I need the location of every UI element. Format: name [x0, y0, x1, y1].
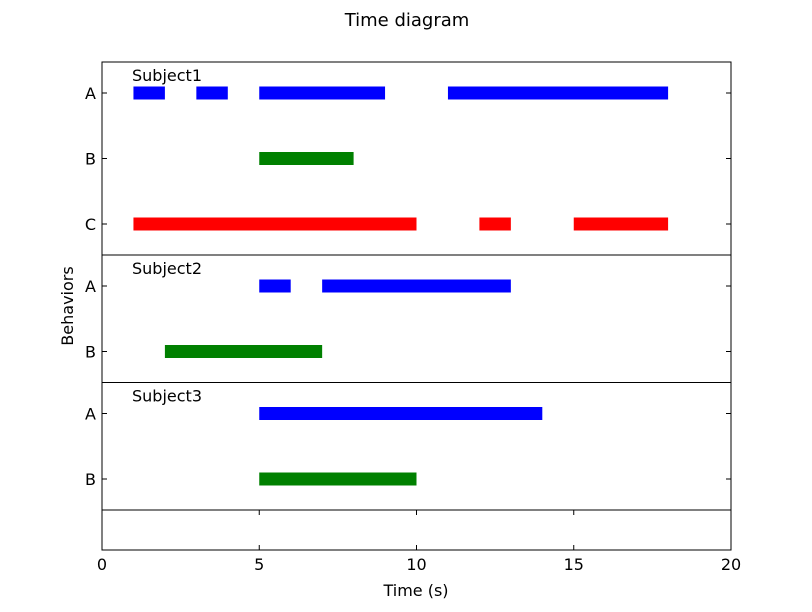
x-tick-label: 20 — [721, 555, 741, 574]
x-tick-label: 0 — [97, 555, 107, 574]
behavior-bar-A — [196, 86, 228, 100]
x-tick-label: 10 — [406, 555, 426, 574]
y-tick-label: A — [85, 277, 96, 296]
y-tick-label: A — [85, 405, 96, 424]
behavior-bar-B — [259, 472, 417, 486]
subject-panel-2: Subject2 A B — [85, 254, 732, 383]
behavior-bar-C — [479, 217, 511, 231]
plot-area: Subject1 A B C Subject2 A B Subject3 A B 0 5 10 15 20 — [85, 61, 741, 574]
subject-label: Subject2 — [132, 259, 202, 278]
y-axis-label: Behaviors — [58, 266, 77, 345]
behavior-bar-C — [133, 217, 417, 231]
behavior-bar-B — [259, 152, 354, 165]
subject-panel-1: Subject1 A B C — [85, 61, 732, 256]
behavior-bar-A — [322, 279, 511, 293]
behavior-bar-B — [164, 345, 323, 358]
behavior-bar-C — [573, 217, 669, 231]
y-tick-label: C — [85, 215, 96, 234]
x-tick-label: 5 — [254, 555, 264, 574]
empty-axis-frame — [101, 509, 732, 551]
subject-label: Subject3 — [132, 387, 202, 406]
y-tick-label: A — [85, 84, 96, 103]
behavior-bar-A — [133, 86, 165, 100]
chart-title: Time diagram — [344, 10, 470, 31]
behavior-bar-A — [259, 279, 291, 293]
behavior-bar-A — [259, 407, 543, 420]
y-tick-label: B — [85, 343, 96, 362]
behavior-bar-A — [447, 86, 669, 100]
x-axis: 0 5 10 15 20 — [97, 509, 741, 574]
x-tick-label: 15 — [564, 555, 584, 574]
subject-label: Subject1 — [132, 66, 202, 85]
behavior-bar-A — [259, 86, 386, 100]
x-axis-label: Time (s) — [382, 581, 448, 600]
subject-panel-3: Subject3 A B — [85, 382, 732, 511]
y-tick-label: B — [85, 150, 96, 169]
y-tick-label: B — [85, 470, 96, 489]
